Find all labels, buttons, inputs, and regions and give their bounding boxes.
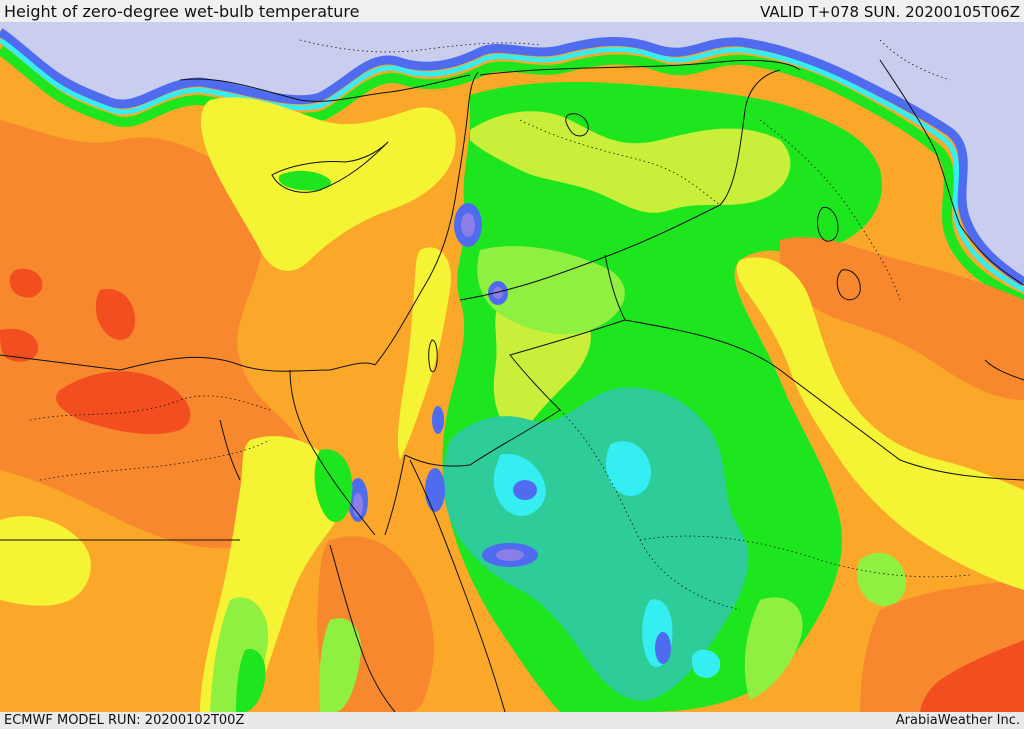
westdesert-yellow-patch: [0, 516, 91, 606]
arabia-yellow-band: [736, 257, 1024, 590]
red-hotspot-west: [56, 371, 191, 435]
wet-bulb-map: [0, 0, 1024, 712]
country-borders: [0, 59, 1024, 541]
header-bar: Height of zero-degree wet-bulb temperatu…: [0, 0, 1024, 22]
egypt-provinces-2: [39, 439, 271, 481]
red-hotspot-north: [95, 289, 135, 340]
saudi-cyan-patch-4: [691, 649, 721, 678]
syria-provinces: [519, 119, 721, 206]
south-green-patch: [236, 649, 266, 712]
blue-pocket-hejaz-2: [513, 480, 537, 500]
red-sea-east-coast: [409, 459, 506, 712]
model-run-label: ECMWF MODEL RUN: 20200102T00Z: [4, 713, 245, 728]
iran-provinces: [879, 39, 951, 81]
dead-sea: [428, 339, 438, 373]
arabia-lightgreen-patch: [857, 552, 906, 606]
syria-iraq-border: [479, 59, 801, 76]
north-cold-region: [0, 0, 1024, 280]
turkey-provinces: [299, 39, 541, 53]
jordan-iraq-border: [459, 69, 781, 301]
credit-label: ArabiaWeather Inc.: [895, 713, 1020, 728]
cold-edge-blue-band: [0, 28, 1024, 286]
valid-time-label: VALID T+078 SUN. 20200105T06Z: [760, 3, 1020, 21]
red-hotspot-southeast: [920, 640, 1024, 712]
footer-bar: ECMWF MODEL RUN: 20200102T00Z ArabiaWeat…: [0, 712, 1024, 729]
violet-pocket-hejaz: [496, 549, 524, 561]
coastlines: [0, 59, 1024, 712]
saudi-cyan-patch-1: [605, 441, 651, 496]
coast-yellow-strip: [397, 247, 451, 460]
lake-razazza: [836, 269, 861, 301]
egypt-provinces: [29, 395, 271, 421]
gulf-of-aqaba-coast: [384, 454, 406, 536]
province-borders: [29, 39, 971, 611]
gulf-of-suez-coast: [289, 369, 376, 536]
jordan-saudi-border: [404, 254, 626, 467]
iraq-provinces: [759, 119, 901, 301]
violet-pocket-jordan: [493, 287, 503, 299]
egypt-darkorange-region: [0, 120, 308, 549]
saudi-provinces: [559, 409, 741, 611]
blue-pocket-hejaz-1: [425, 468, 445, 512]
turkey-south-coast: [179, 74, 471, 102]
lake-tharthar: [817, 206, 839, 242]
violet-pocket-lebanon: [461, 213, 475, 237]
red-sea-west-coast: [329, 544, 396, 712]
lake-nasser: [219, 419, 241, 481]
levant-yellowgreen-patch-1: [470, 111, 791, 213]
red-hotspot-southwest: [0, 328, 39, 362]
blue-pocket-coast: [432, 406, 444, 434]
cold-edge-cyan-band: [0, 37, 1024, 293]
lakes: [428, 113, 861, 373]
map-title: Height of zero-degree wet-bulb temperatu…: [4, 2, 360, 21]
cold-edge-green-band: [0, 45, 1024, 305]
levant-coast: [374, 71, 479, 366]
persian-gulf-coast: [879, 59, 1024, 286]
lake-assad: [565, 113, 589, 137]
iraq-saudi-border: [624, 319, 1024, 481]
cyprus-coast: [271, 141, 389, 193]
sinai-green-patch: [314, 449, 353, 523]
levant-lightgreen-patch: [477, 246, 625, 335]
arabia-east-coast: [984, 359, 1024, 381]
blue-pocket-south: [655, 632, 671, 664]
cyprus-cold-patch: [278, 170, 331, 191]
south-lightgreen-patch-2: [319, 618, 361, 712]
egypt-north-coast: [0, 354, 376, 372]
east-lightgreen-patch: [744, 597, 803, 700]
arabia-darkorange-region: [780, 237, 1024, 400]
red-hotspot-northwest: [9, 268, 43, 298]
